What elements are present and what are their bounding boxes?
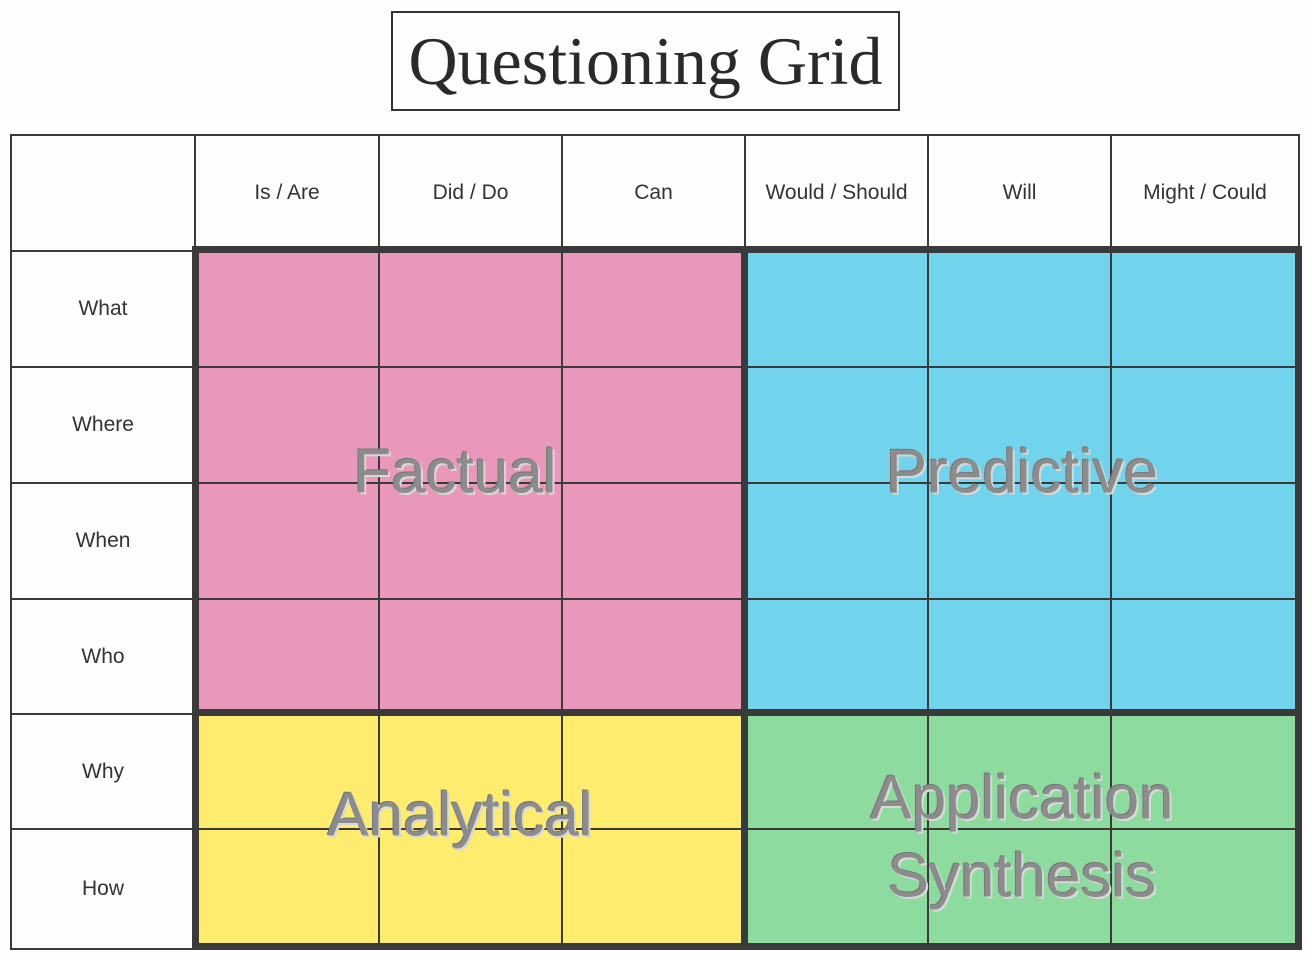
grid-cell: [194, 828, 380, 950]
column-header: Will: [927, 134, 1112, 252]
grid-cell: [927, 598, 1112, 715]
row-header: What: [10, 250, 196, 368]
grid-cell: [927, 828, 1112, 950]
grid-cell: [744, 598, 929, 715]
grid-cell: [927, 713, 1112, 830]
grid-cell: [1110, 482, 1300, 600]
grid-cell: [194, 713, 380, 830]
grid-cell: [194, 482, 380, 600]
column-header: Did / Do: [378, 134, 563, 252]
quadrant-application: [744, 713, 1298, 948]
grid-cell: [561, 713, 746, 830]
grid-cell: [744, 250, 929, 368]
column-header: Is / Are: [194, 134, 380, 252]
grid-cell: [1110, 713, 1300, 830]
column-header: Can: [561, 134, 746, 252]
row-header: How: [10, 828, 196, 950]
grid-cell: [378, 482, 563, 600]
grid-cell: [744, 828, 929, 950]
grid-cell: [927, 482, 1112, 600]
grid-cell: [378, 713, 563, 830]
row-header: When: [10, 482, 196, 600]
grid-cell: [927, 366, 1112, 484]
row-header: Where: [10, 366, 196, 484]
grid-cell: [194, 598, 380, 715]
quadrant-divider: [1295, 246, 1302, 950]
grid-cell: [1110, 250, 1300, 368]
grid-cell: [744, 713, 929, 830]
quadrant-divider: [741, 246, 748, 950]
column-header: Would / Should: [744, 134, 929, 252]
grid-cell: [378, 250, 563, 368]
grid-cell: [1110, 598, 1300, 715]
page-title: Questioning Grid: [391, 11, 900, 111]
grid-cell: [561, 250, 746, 368]
grid-cell: [561, 366, 746, 484]
grid-cell: [561, 482, 746, 600]
grid-cell: [378, 598, 563, 715]
row-header: Who: [10, 598, 196, 715]
grid-cell: [927, 250, 1112, 368]
quadrant-divider: [192, 709, 1302, 716]
grid-cell: [561, 598, 746, 715]
grid-cell: [1110, 828, 1300, 950]
grid-cell: [561, 828, 746, 950]
quadrant-analytical: [196, 713, 744, 948]
grid-cell: [378, 828, 563, 950]
grid-cell: [744, 482, 929, 600]
grid-cell: [1110, 366, 1300, 484]
column-header: Might / Could: [1110, 134, 1300, 252]
quadrant-factual: [196, 250, 744, 713]
grid-cell: [194, 250, 380, 368]
quadrant-predictive: [744, 250, 1298, 713]
grid-cell: [378, 366, 563, 484]
grid-cell: [194, 366, 380, 484]
quadrant-divider: [192, 246, 199, 950]
corner-cell: [10, 134, 196, 252]
row-header: Why: [10, 713, 196, 830]
grid-cell: [744, 366, 929, 484]
